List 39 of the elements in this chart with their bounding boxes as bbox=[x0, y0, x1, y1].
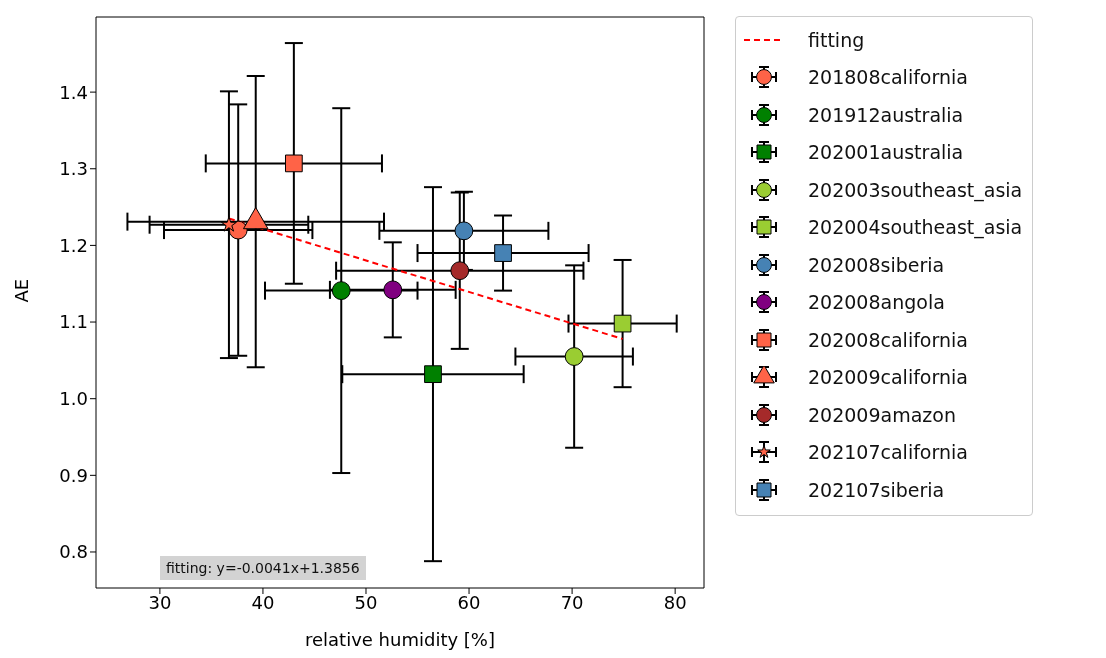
legend-label: 202004southeast_asia bbox=[808, 216, 1023, 239]
legend-label: 202107california bbox=[808, 441, 968, 464]
y-tick-label: 1.2 bbox=[59, 234, 88, 256]
legend-label: 202107siberia bbox=[808, 478, 945, 501]
y-tick-label: 1.1 bbox=[59, 311, 88, 333]
point bbox=[220, 216, 237, 232]
point bbox=[424, 365, 442, 384]
legend-label: 202003southeast_asia bbox=[808, 178, 1023, 201]
point bbox=[450, 261, 470, 281]
legend-label: 202009amazon bbox=[808, 403, 956, 426]
point bbox=[331, 281, 351, 301]
legend-label: 202008california bbox=[808, 328, 968, 351]
y-axis-title: AE bbox=[11, 278, 33, 303]
annotation: fitting: y=-0.0041x+1.3856 bbox=[160, 556, 366, 580]
point bbox=[613, 314, 632, 333]
x-tick-label: 70 bbox=[560, 591, 584, 613]
point bbox=[494, 244, 512, 262]
legend-label: 202001australia bbox=[808, 141, 964, 164]
legend-label: 201808california bbox=[808, 66, 968, 89]
legend-label: 201912australia bbox=[808, 103, 964, 126]
point bbox=[564, 347, 584, 366]
point bbox=[284, 154, 303, 173]
x-tick-label: 40 bbox=[251, 591, 275, 613]
point bbox=[383, 280, 403, 300]
legend-label: 202009california bbox=[808, 366, 968, 389]
y-tick-label: 0.8 bbox=[59, 541, 88, 563]
legend-label: 202008siberia bbox=[808, 253, 945, 276]
x-tick-label: 60 bbox=[457, 591, 481, 613]
y-tick-label: 1.3 bbox=[59, 158, 88, 180]
y-tick-label: 1.4 bbox=[59, 81, 88, 103]
x-tick-label: 30 bbox=[148, 591, 172, 613]
y-tick-label: 0.9 bbox=[59, 464, 88, 486]
x-axis-title: relative humidity [%] bbox=[305, 629, 495, 650]
legend-label: 202008angola bbox=[808, 291, 945, 314]
x-tick-label: 80 bbox=[663, 591, 687, 613]
y-tick-label: 1.0 bbox=[59, 388, 88, 410]
x-tick-label: 50 bbox=[354, 591, 378, 613]
legend-label: fitting bbox=[808, 28, 865, 51]
point bbox=[454, 221, 474, 241]
